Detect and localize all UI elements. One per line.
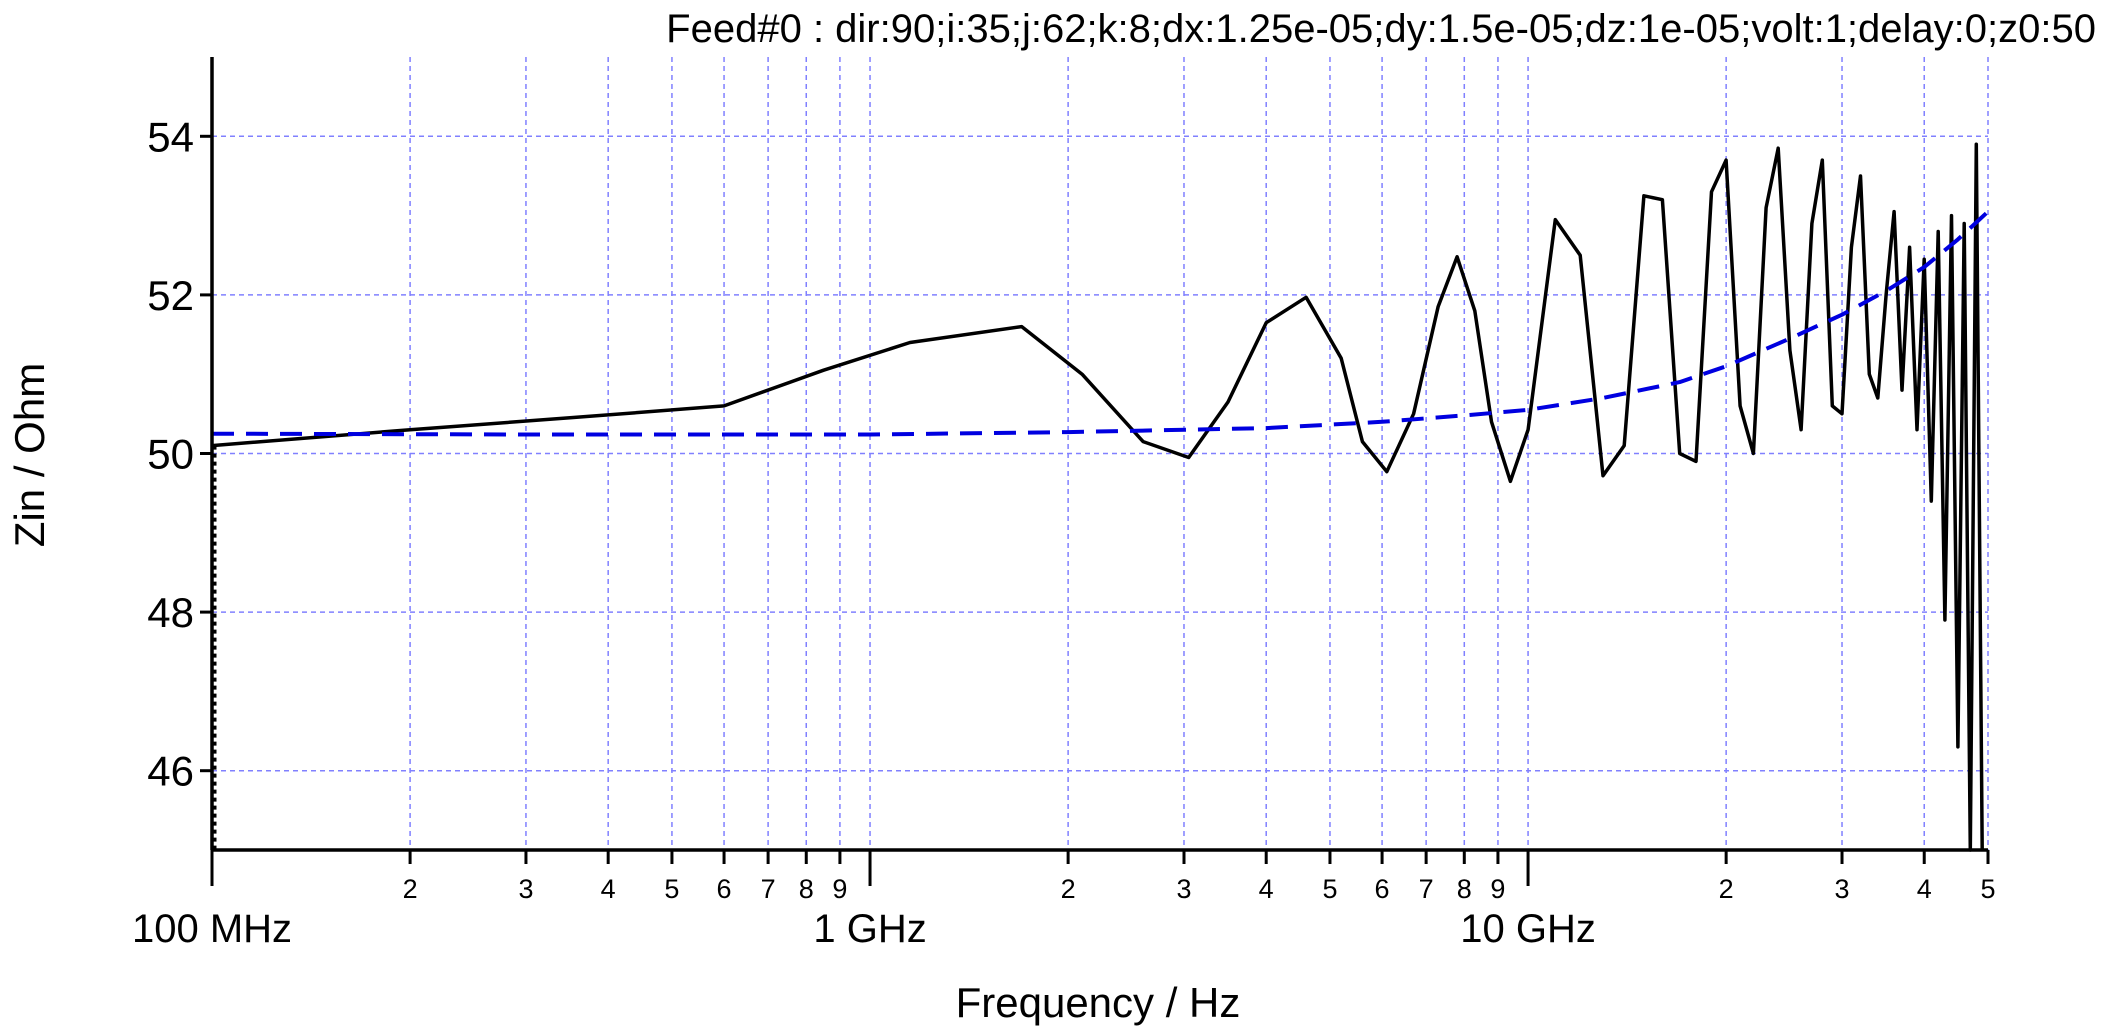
- x-minor-tick-label: 9: [1490, 874, 1505, 904]
- y-axis-label: Zin / Ohm: [6, 363, 53, 547]
- series-lines: [211, 142, 1990, 852]
- x-minor-tick-label: 3: [518, 874, 533, 904]
- x-minor-tick-label: 4: [1259, 874, 1274, 904]
- y-tick-label: 50: [147, 431, 194, 478]
- x-minor-tick-label: 3: [1835, 874, 1850, 904]
- x-decade-label: 100 MHz: [132, 907, 292, 951]
- y-tick-label: 46: [147, 748, 194, 795]
- x-minor-tick-label: 6: [1375, 874, 1390, 904]
- y-tick-label: 52: [147, 272, 194, 319]
- x-minor-tick-label: 4: [1917, 874, 1932, 904]
- x-decade-label: 1 GHz: [813, 907, 926, 951]
- x-minor-tick-label: 3: [1176, 874, 1191, 904]
- x-minor-tick-label: 5: [1980, 874, 1995, 904]
- x-minor-tick-label: 2: [1061, 874, 1076, 904]
- x-minor-tick-label: 6: [717, 874, 732, 904]
- y-tick-label: 48: [147, 589, 194, 636]
- x-minor-tick-label: 8: [1457, 874, 1472, 904]
- x-minor-tick-label: 8: [799, 874, 814, 904]
- grid-lines: [211, 57, 1989, 850]
- x-minor-tick-label: 5: [1322, 874, 1337, 904]
- x-decade-label: 10 GHz: [1460, 907, 1596, 951]
- chart-title: Feed#0 : dir:90;i:35;j:62;k:8;dx:1.25e-0…: [666, 7, 2096, 51]
- x-minor-tick-label: 2: [1719, 874, 1734, 904]
- x-minor-tick-label: 4: [601, 874, 616, 904]
- x-minor-tick-label: 7: [761, 874, 776, 904]
- x-minor-tick-label: 5: [664, 874, 679, 904]
- series-2-line: [211, 210, 1990, 437]
- x-minor-tick-label: 2: [403, 874, 418, 904]
- series-1-line: [211, 142, 1984, 852]
- y-tick-label: 54: [147, 113, 194, 160]
- axes: [200, 57, 1990, 886]
- x-minor-tick-label: 9: [832, 874, 847, 904]
- x-axis-label: Frequency / Hz: [956, 979, 1241, 1026]
- x-minor-tick-label: 7: [1419, 874, 1434, 904]
